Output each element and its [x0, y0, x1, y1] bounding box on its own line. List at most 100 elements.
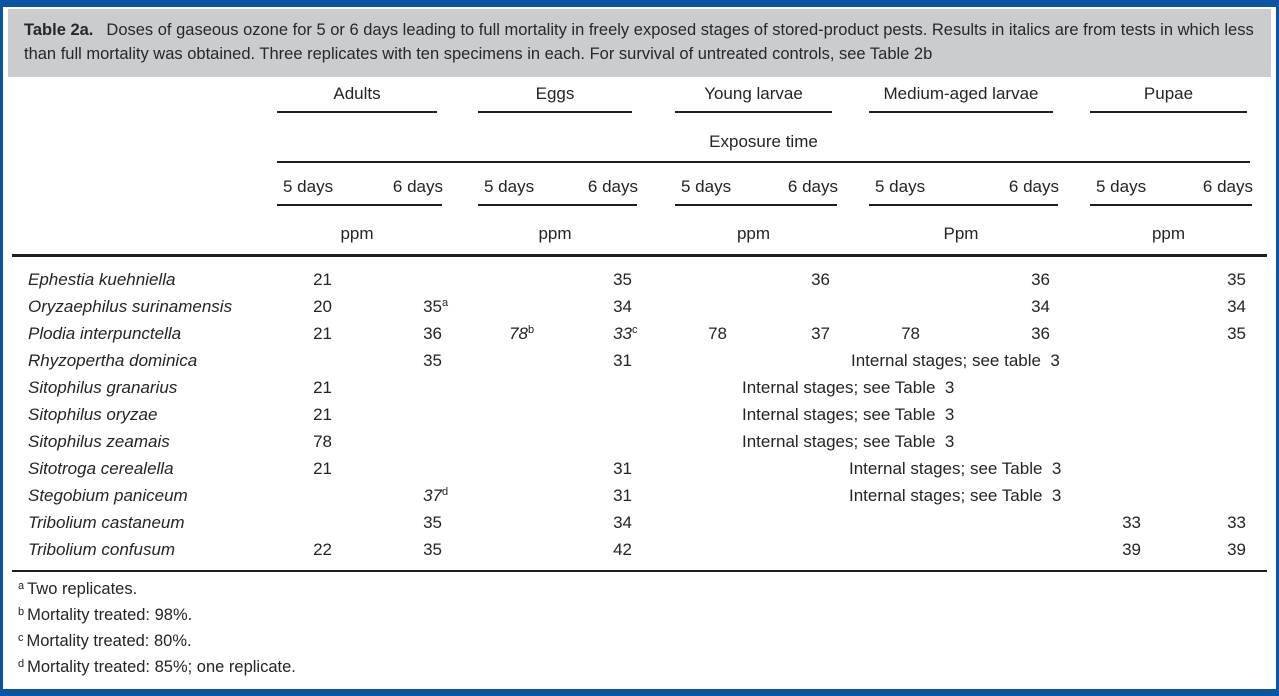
data-cell: 35: [423, 513, 442, 532]
footnote-marker: b: [18, 606, 25, 618]
data-cell: 39: [1122, 540, 1141, 559]
data-cell: 37d: [423, 486, 449, 505]
exposure-underline: [277, 161, 1250, 163]
day-underline: [869, 204, 1058, 206]
day-label: 6 days: [787, 177, 838, 196]
day-labels: 5 days 6 days: [1096, 177, 1253, 197]
data-cell: 34: [613, 297, 632, 316]
data-cell: 31: [613, 351, 632, 370]
unit-label: ppm: [736, 224, 771, 243]
day-underline: [675, 204, 837, 206]
table-row: Ephestia kuehniella 21 35 36 36 35: [0, 268, 1279, 295]
day-underline: [1090, 204, 1252, 206]
data-cell: 36: [1031, 270, 1050, 289]
row-note: Internal stages; see Table 3: [742, 378, 955, 397]
data-cell: 21: [313, 405, 332, 424]
species-name: Sitotroga cerealella: [28, 459, 174, 478]
day-label: 5 days: [484, 177, 535, 196]
data-cell: 35: [423, 351, 442, 370]
group-underline: [675, 111, 832, 113]
data-cell: 31: [613, 486, 632, 505]
table-border-bottom: [0, 689, 1279, 696]
day-label: 6 days: [392, 177, 443, 196]
species-name: Ephestia kuehniella: [28, 270, 176, 289]
day-labels: 5 days 6 days: [283, 177, 443, 197]
group-underline: [478, 111, 632, 113]
species-name: Plodia interpunctella: [28, 324, 182, 343]
footnotes: a Two replicates. b Mortality treated: 98%.…: [18, 575, 296, 679]
day-label: 5 days: [681, 177, 732, 196]
group-underline: [1090, 111, 1247, 113]
day-labels: 5 days 6 days: [875, 177, 1059, 197]
data-cell: 21: [313, 459, 332, 478]
column-group-label: Eggs: [535, 84, 575, 103]
table-caption: Table 2a. Doses of gaseous ozone for 5 or…: [8, 9, 1271, 77]
day-label: 6 days: [587, 177, 638, 196]
row-note: Internal stages; see Table 3: [849, 459, 1062, 478]
unit-label: ppm: [340, 224, 374, 243]
table-row: Stegobium paniceum 37d 31 Internal stages; …: [0, 484, 1279, 511]
data-cell: 78: [708, 324, 727, 343]
table-row: Tribolium confusum 22 35 42 39 39: [0, 538, 1279, 565]
column-group-label: Adults: [333, 84, 381, 103]
species-name: Tribolium castaneum: [28, 513, 185, 532]
species-name: Sitophilus zeamais: [28, 432, 170, 451]
footnote: c Mortality treated: 80%.: [18, 632, 192, 650]
species-name: Sitophilus oryzae: [28, 405, 158, 424]
data-cell: 37: [811, 324, 830, 343]
data-cell: 78: [901, 324, 920, 343]
day-underline: [478, 204, 637, 206]
data-cell: 42: [613, 540, 632, 559]
table-border-top: [0, 0, 1279, 7]
species-name: Stegobium paniceum: [28, 486, 188, 505]
table-row: Rhyzopertha dominica 35 31 Internal stages;…: [0, 349, 1279, 376]
species-name: Sitophilus granarius: [28, 378, 178, 397]
column-group-label: Young larvae: [704, 84, 803, 103]
unit-label: ppm: [538, 224, 572, 243]
footnote-divider: [12, 570, 1267, 572]
group-underline: [277, 111, 437, 113]
day-label: 5 days: [1096, 177, 1147, 196]
data-cell: 33c: [613, 324, 638, 343]
header-bottom-rule: [12, 254, 1267, 257]
day-labels: 5 days 6 days: [681, 177, 838, 197]
data-cell: 21: [313, 378, 332, 397]
data-cell: 35: [423, 540, 442, 559]
species-name: Tribolium confusum: [28, 540, 176, 559]
data-cell: 20: [313, 297, 332, 316]
data-cell: 35: [1227, 270, 1246, 289]
table-row: Tribolium castaneum 35 34 33 33: [0, 511, 1279, 538]
data-cell: 36: [423, 324, 442, 343]
table-border-left: [0, 0, 3, 696]
data-cell: 33: [1122, 513, 1141, 532]
table-row: Sitotroga cerealella 21 31 Internal stages;…: [0, 457, 1279, 484]
row-note: Internal stages; see Table 3: [849, 486, 1062, 505]
data-cell: 36: [811, 270, 830, 289]
exposure-time-label: Exposure time: [709, 132, 818, 151]
data-cell: 21: [313, 324, 332, 343]
day-labels: 5 days 6 days: [484, 177, 638, 197]
unit-label: Ppm: [943, 224, 979, 243]
species-name: Rhyzopertha dominica: [28, 351, 198, 370]
unit-label: ppm: [1151, 224, 1186, 243]
data-cell: 22: [313, 540, 332, 559]
day-label: 6 days: [1008, 177, 1059, 196]
column-group-label: Pupae: [1143, 84, 1194, 103]
footnote: b Mortality treated: 98%.: [18, 606, 193, 624]
group-underline: [869, 111, 1053, 113]
table-row: Plodia interpunctella 21 36 78b 33c 78 37 78 36 3…: [0, 322, 1279, 349]
data-cell: 35a: [423, 297, 449, 316]
day-label: 5 days: [875, 177, 926, 196]
footnote-marker: a: [18, 580, 25, 592]
day-underline: [277, 204, 442, 206]
footnote: d Mortality treated: 85%; one replicate.: [18, 658, 296, 676]
day-label: 6 days: [1202, 177, 1253, 196]
day-label: 5 days: [283, 177, 334, 196]
caption-text: Doses of gaseous ozone for 5 or 6 days l…: [24, 21, 1254, 63]
data-cell: 33: [1227, 513, 1246, 532]
data-cell: 21: [313, 270, 332, 289]
footnote-marker: c: [18, 632, 24, 644]
data-cell: 31: [613, 459, 632, 478]
species-name: Oryzaephilus surinamensis: [28, 297, 233, 316]
